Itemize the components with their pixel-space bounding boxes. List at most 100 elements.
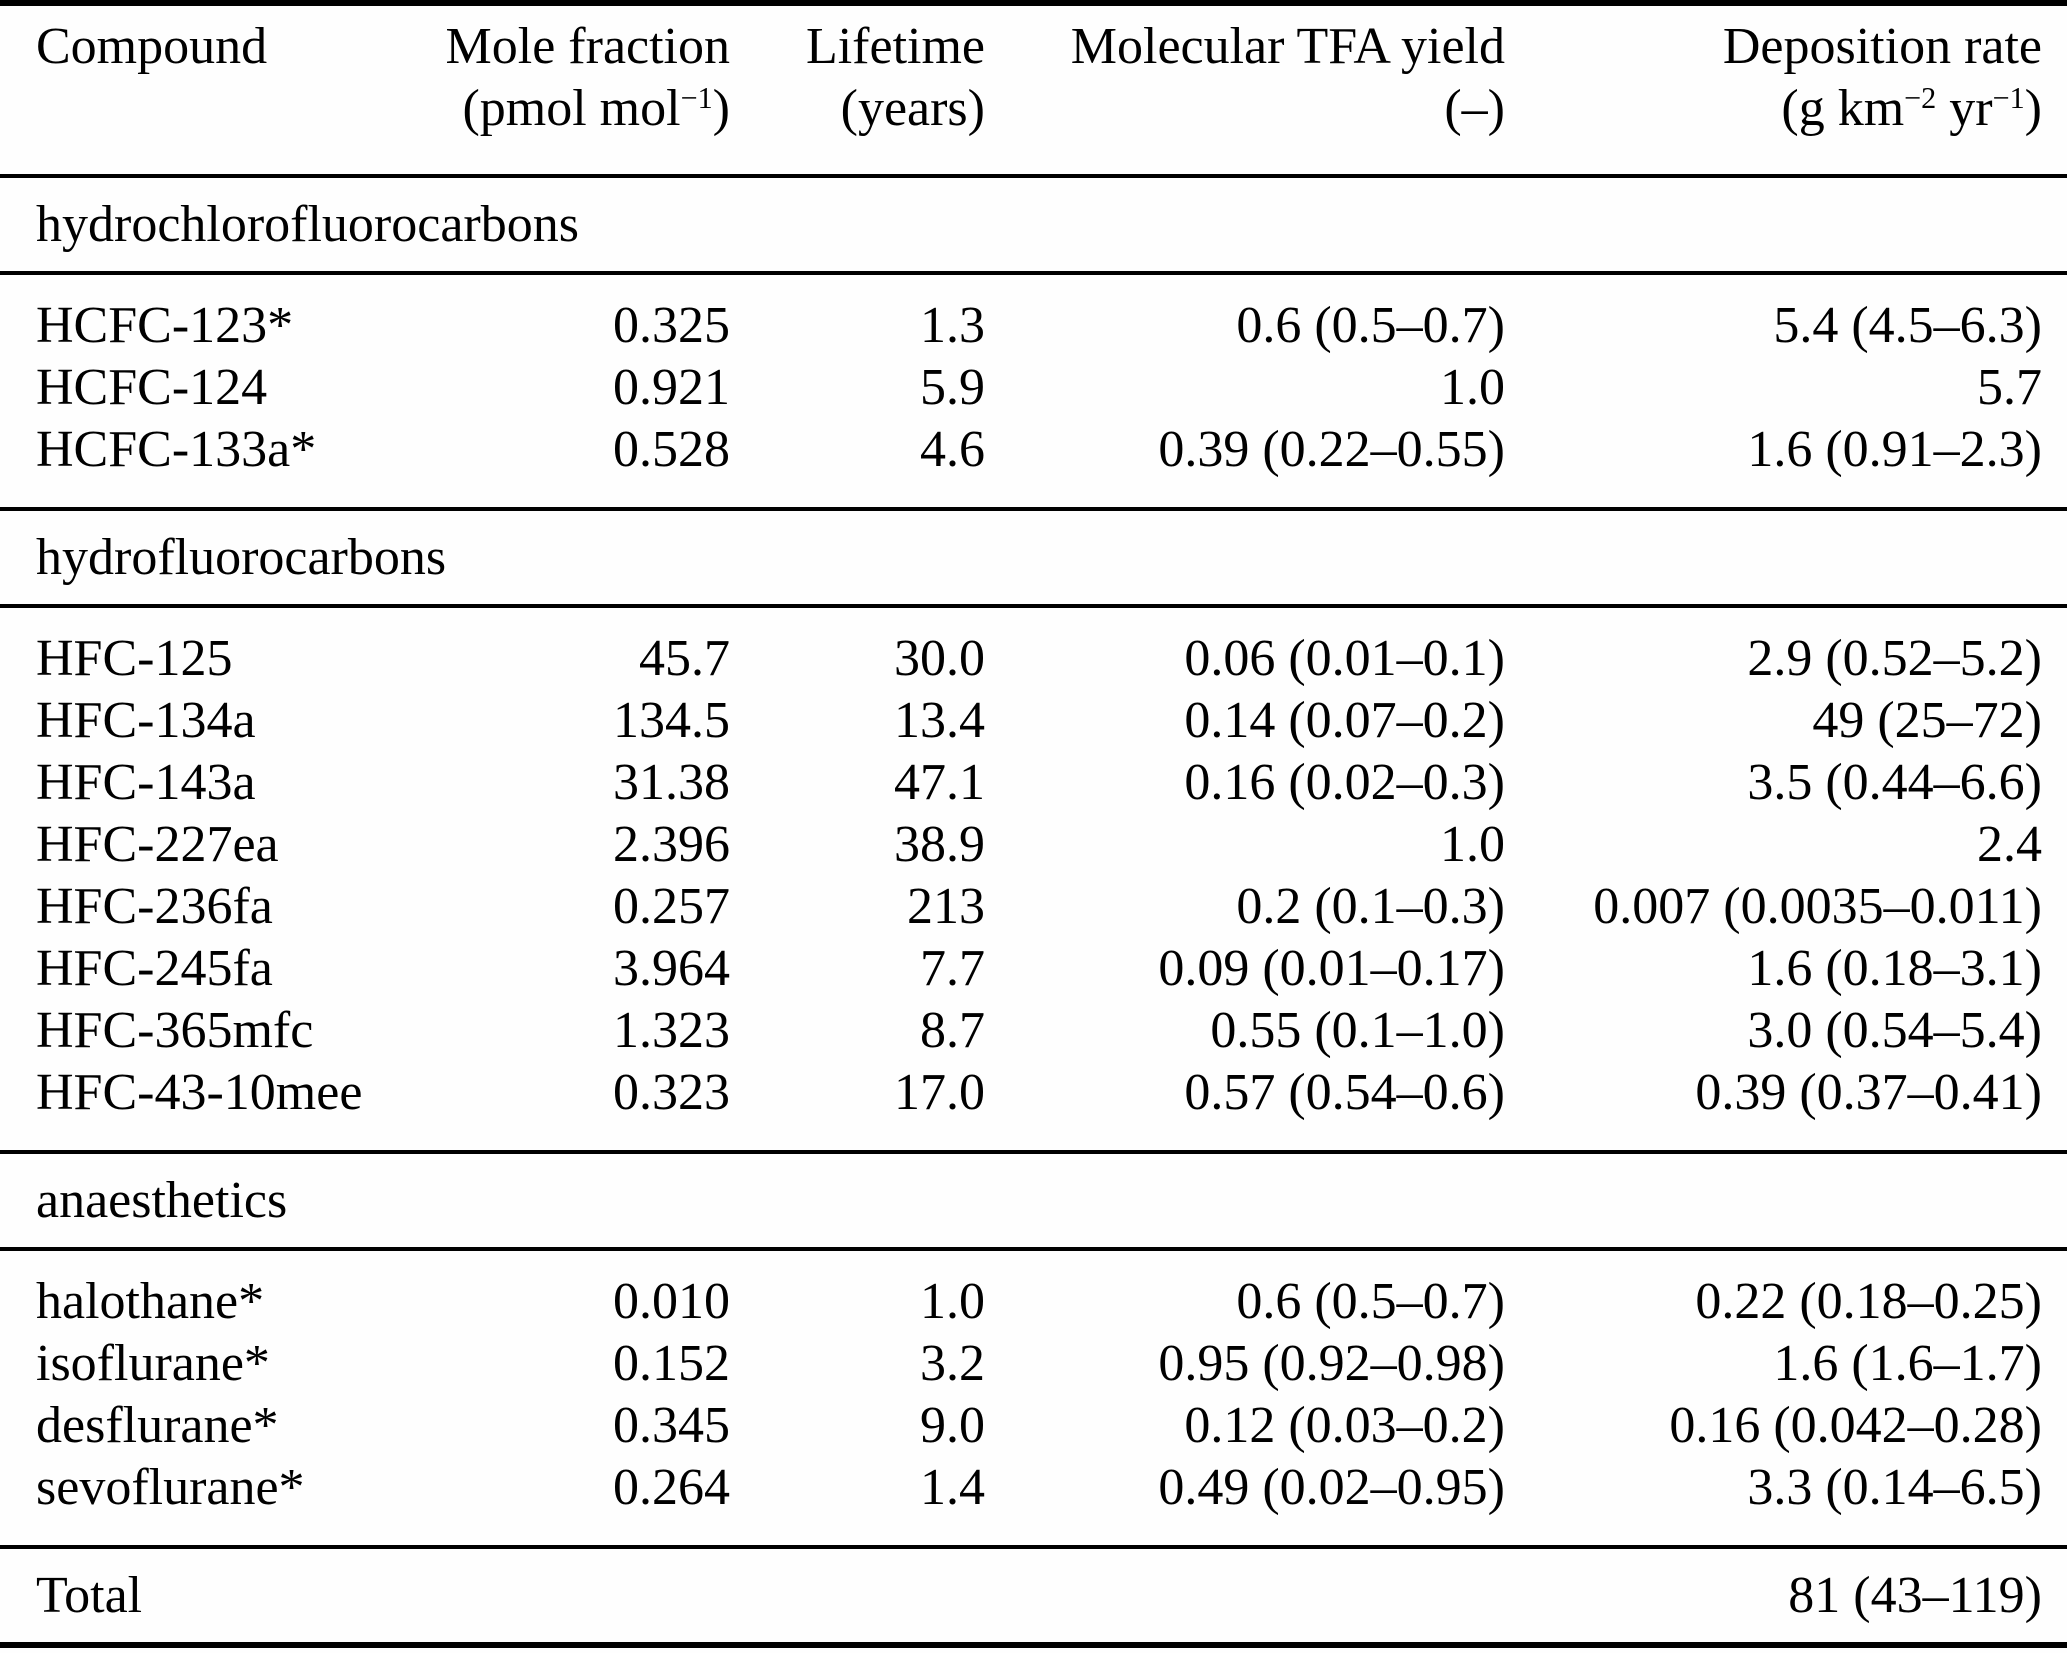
table-row: HCFC-124 0.921 5.9 1.0 5.7 [0,357,2067,419]
total-label: Total [36,1567,143,1624]
deposition-rate-cell: 49 (25–72) [1812,692,2042,749]
mole-fraction-cell: 0.528 [613,421,730,478]
mole-fraction-cell: 45.7 [639,630,730,687]
deposition-rate-cell: 1.6 (0.18–3.1) [1747,940,2042,997]
col-header-tfa-yield-label: Molecular TFA yield [1070,18,1505,75]
section-label: hydrochlorofluorocarbons [36,196,579,253]
mole-fraction-cell: 2.396 [613,816,730,873]
compound-cell: HFC-245fa [36,940,273,997]
lifetime-cell: 4.6 [920,421,985,478]
tfa-yield-cell: 1.0 [1440,359,1505,416]
deposition-rate-cell: 3.3 (0.14–6.5) [1747,1459,2042,1516]
col-header-tfa-yield: Molecular TFA yield (–) [985,3,1505,176]
section-rows-hydrofluorocarbons: HFC-125 45.7 30.0 0.06 (0.01–0.1) 2.9 (0.52–… [0,606,2067,1152]
mole-fraction-cell: 134.5 [613,692,730,749]
col-header-lifetime-unit: (years) [840,80,985,137]
lifetime-cell: 1.0 [920,1273,985,1330]
lifetime-cell: 5.9 [920,359,985,416]
mole-fraction-cell: 31.38 [613,754,730,811]
total-deposition-rate: 81 (43–119) [1788,1567,2042,1624]
col-header-deposition-rate: Deposition rate (g km−2 yr−1) [1505,3,2067,176]
compound-cell: HFC-365mfc [36,1002,314,1059]
col-header-compound: Compound [0,3,390,176]
section-header-row: hydrofluorocarbons [0,509,2067,606]
tfa-yield-cell: 0.57 (0.54–0.6) [1184,1064,1505,1121]
total-lifetime-empty [730,1547,985,1645]
tfa-yield-cell: 0.14 (0.07–0.2) [1184,692,1505,749]
tfa-yield-cell: 0.49 (0.02–0.95) [1158,1459,1505,1516]
col-header-lifetime: Lifetime (years) [730,3,985,176]
col-header-mole-fraction-unit: (pmol mol−1) [462,80,730,137]
compound-cell: sevoflurane* [36,1459,305,1516]
deposition-rate-cell: 5.7 [1977,359,2042,416]
section-label: hydrofluorocarbons [36,529,447,586]
compound-cell: halothane* [36,1273,265,1330]
compound-cell: desflurane* [36,1397,279,1454]
tfa-yield-cell: 0.6 (0.5–0.7) [1236,297,1505,354]
tfa-yield-cell: 0.16 (0.02–0.3) [1184,754,1505,811]
tfa-yield-cell: 1.0 [1440,816,1505,873]
lifetime-cell: 47.1 [894,754,985,811]
deposition-rate-cell: 0.007 (0.0035–0.011) [1593,878,2042,935]
section-label: anaesthetics [36,1172,288,1229]
deposition-rate-cell: 2.4 [1977,816,2042,873]
col-header-lifetime-label: Lifetime [805,18,985,75]
lifetime-cell: 3.2 [920,1335,985,1392]
compound-cell: HFC-43-10mee [36,1064,363,1121]
lifetime-cell: 13.4 [894,692,985,749]
mole-fraction-cell: 0.921 [613,359,730,416]
mole-fraction-cell: 3.964 [613,940,730,997]
table-row: HFC-125 45.7 30.0 0.06 (0.01–0.1) 2.9 (0.52–… [0,606,2067,690]
compound-cell: HCFC-133a* [36,421,317,478]
table-row: isoflurane* 0.152 3.2 0.95 (0.92–0.98) 1.6 (… [0,1333,2067,1395]
section-rows-anaesthetics: halothane* 0.010 1.0 0.6 (0.5–0.7) 0.22 (0.1… [0,1249,2067,1547]
deposition-rate-cell: 1.6 (0.91–2.3) [1747,421,2042,478]
tfa-yield-cell: 0.55 (0.1–1.0) [1210,1002,1505,1059]
table-row: HCFC-123* 0.325 1.3 0.6 (0.5–0.7) 5.4 (4.5–6… [0,273,2067,357]
compound-cell: HFC-227ea [36,816,279,873]
deposition-rate-cell: 0.22 (0.18–0.25) [1695,1273,2042,1330]
deposition-rate-cell: 0.39 (0.37–0.41) [1695,1064,2042,1121]
table-row: desflurane* 0.345 9.0 0.12 (0.03–0.2) 0.16 (… [0,1395,2067,1457]
deposition-rate-cell: 5.4 (4.5–6.3) [1773,297,2042,354]
compound-cell: HCFC-123* [36,297,294,354]
table-row: halothane* 0.010 1.0 0.6 (0.5–0.7) 0.22 (0.1… [0,1249,2067,1333]
table-row: HFC-365mfc 1.323 8.7 0.55 (0.1–1.0) 3.0 (0.5… [0,1000,2067,1062]
lifetime-cell: 1.4 [920,1459,985,1516]
lifetime-cell: 38.9 [894,816,985,873]
mole-fraction-cell: 0.325 [613,297,730,354]
col-header-tfa-yield-unit: (–) [1444,80,1505,137]
header-row: Compound Mole fraction (pmol mol−1) Life… [0,3,2067,176]
lifetime-cell: 8.7 [920,1002,985,1059]
col-header-mole-fraction-label: Mole fraction [445,18,730,75]
mole-fraction-cell: 0.152 [613,1335,730,1392]
total-row: Total 81 (43–119) [0,1547,2067,1645]
table-row: HFC-43-10mee 0.323 17.0 0.57 (0.54–0.6) 0.39… [0,1062,2067,1152]
col-header-compound-label: Compound [36,18,268,75]
tfa-yield-cell: 0.2 (0.1–0.3) [1236,878,1505,935]
tfa-yield-cell: 0.09 (0.01–0.17) [1158,940,1505,997]
section-rows-hydrochlorofluorocarbons: HCFC-123* 0.325 1.3 0.6 (0.5–0.7) 5.4 (4.5–6… [0,273,2067,509]
compound-cell: HFC-125 [36,630,233,687]
deposition-rate-cell: 3.5 (0.44–6.6) [1747,754,2042,811]
lifetime-cell: 1.3 [920,297,985,354]
deposition-rate-cell: 3.0 (0.54–5.4) [1747,1002,2042,1059]
lifetime-cell: 9.0 [920,1397,985,1454]
compound-cell: HFC-143a [36,754,256,811]
section-group-hydrofluorocarbons: hydrofluorocarbons [0,509,2067,606]
section-group-anaesthetics: anaesthetics [0,1152,2067,1249]
compound-cell: isoflurane* [36,1335,270,1392]
mole-fraction-cell: 0.264 [613,1459,730,1516]
tfa-yield-cell: 0.06 (0.01–0.1) [1184,630,1505,687]
total-tfa-yield-empty [985,1547,1505,1645]
mole-fraction-cell: 1.323 [613,1002,730,1059]
table-row: HFC-134a 134.5 13.4 0.14 (0.07–0.2) 49 (25–7… [0,690,2067,752]
tfa-yield-cell: 0.95 (0.92–0.98) [1158,1335,1505,1392]
compound-cell: HFC-236fa [36,878,273,935]
lifetime-cell: 30.0 [894,630,985,687]
section-header-row: hydrochlorofluorocarbons [0,176,2067,273]
mole-fraction-cell: 0.345 [613,1397,730,1454]
section-header-row: anaesthetics [0,1152,2067,1249]
